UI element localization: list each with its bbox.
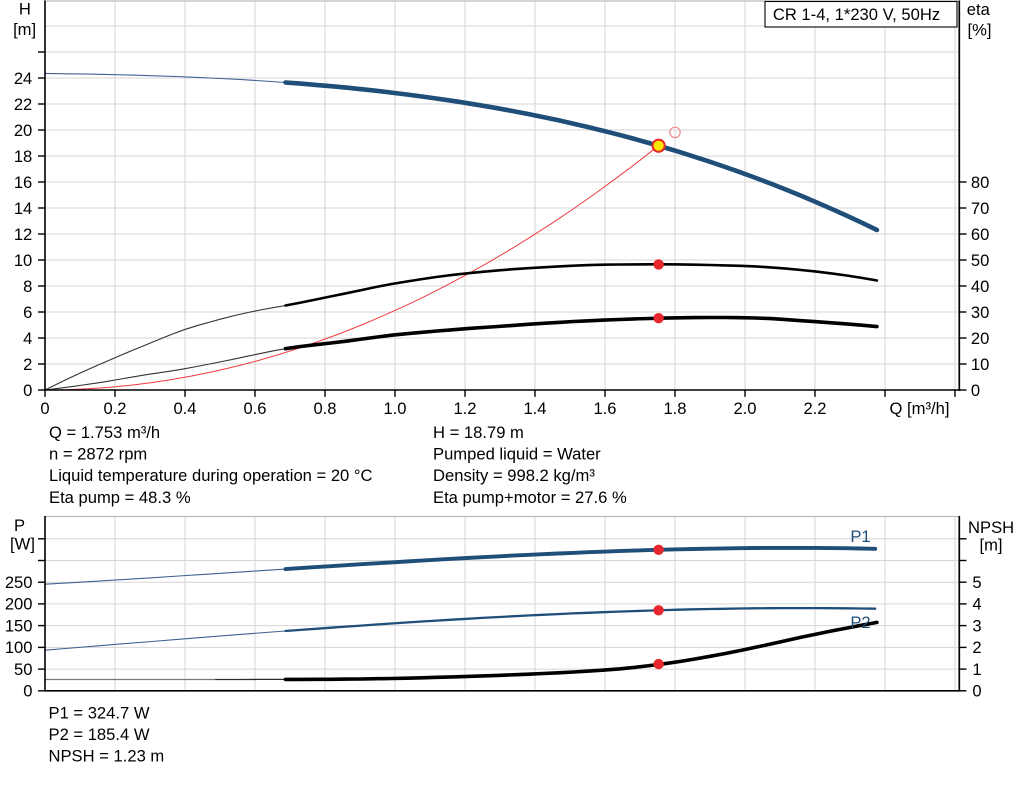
svg-text:10: 10 [971,355,989,374]
svg-text:2.2: 2.2 [803,399,826,418]
svg-text:250: 250 [5,573,33,592]
svg-text:P2: P2 [850,613,870,632]
svg-text:1.2: 1.2 [453,399,476,418]
svg-text:20: 20 [971,329,989,348]
svg-text:16: 16 [14,173,32,192]
svg-text:4: 4 [23,329,32,348]
svg-text:Liquid temperature during oper: Liquid temperature during operation = 20… [49,466,373,485]
svg-text:[m]: [m] [13,20,36,39]
svg-text:2: 2 [23,355,32,374]
svg-text:1.6: 1.6 [593,399,616,418]
svg-text:3: 3 [972,616,981,635]
svg-text:P: P [14,516,25,535]
svg-text:[m]: [m] [979,536,1002,555]
svg-text:0: 0 [972,682,981,701]
svg-text:NPSH = 1.23 m: NPSH = 1.23 m [49,747,165,766]
svg-text:Eta pump = 48.3 %: Eta pump = 48.3 % [49,488,191,507]
svg-text:0.4: 0.4 [173,399,196,418]
svg-text:CR 1-4, 1*230 V, 50Hz: CR 1-4, 1*230 V, 50Hz [773,5,940,24]
svg-text:Pumped liquid = Water: Pumped liquid = Water [433,445,601,464]
svg-text:Density = 998.2 kg/m³: Density = 998.2 kg/m³ [433,466,595,485]
svg-text:200: 200 [5,595,33,614]
svg-text:2: 2 [972,638,981,657]
svg-text:80: 80 [971,173,989,192]
svg-text:H = 18.79 m: H = 18.79 m [433,423,524,442]
svg-text:2.0: 2.0 [733,399,756,418]
svg-text:[W]: [W] [10,535,35,554]
svg-text:22: 22 [14,95,32,114]
svg-text:24: 24 [14,69,32,88]
svg-text:P1: P1 [850,527,870,546]
svg-text:20: 20 [14,121,32,140]
svg-text:0: 0 [971,381,980,400]
svg-text:150: 150 [5,616,33,635]
svg-text:8: 8 [23,277,32,296]
svg-text:P1 = 324.7 W: P1 = 324.7 W [49,703,150,722]
svg-text:30: 30 [971,303,989,322]
svg-text:n = 2872 rpm: n = 2872 rpm [49,445,147,464]
svg-text:0.6: 0.6 [243,399,266,418]
svg-text:1.4: 1.4 [523,399,546,418]
svg-text:Q = 1.753 m³/h: Q = 1.753 m³/h [49,423,160,442]
svg-text:60: 60 [971,225,989,244]
svg-text:NPSH: NPSH [968,518,1014,537]
svg-text:14: 14 [14,199,32,218]
svg-text:6: 6 [23,303,32,322]
svg-text:10: 10 [14,251,32,270]
svg-text:5: 5 [972,573,981,592]
svg-text:18: 18 [14,147,32,166]
svg-text:H: H [19,0,31,18]
svg-text:0.8: 0.8 [313,399,336,418]
svg-text:50: 50 [14,660,32,679]
svg-text:100: 100 [5,638,33,657]
svg-text:1.8: 1.8 [663,399,686,418]
svg-text:0: 0 [23,682,32,701]
svg-text:1: 1 [972,660,981,679]
svg-text:Eta pump+motor = 27.6 %: Eta pump+motor = 27.6 % [433,488,627,507]
svg-text:P2 = 185.4 W: P2 = 185.4 W [49,725,150,744]
svg-text:Q [m³/h]: Q [m³/h] [890,399,950,418]
svg-text:0: 0 [40,399,49,418]
svg-text:0: 0 [23,381,32,400]
svg-text:70: 70 [971,199,989,218]
svg-text:[%]: [%] [968,21,992,40]
svg-text:0.2: 0.2 [103,399,126,418]
svg-text:1.0: 1.0 [383,399,406,418]
svg-text:eta: eta [967,0,991,19]
svg-text:4: 4 [972,595,981,614]
svg-text:12: 12 [14,225,32,244]
svg-text:50: 50 [971,251,989,270]
svg-text:40: 40 [971,277,989,296]
